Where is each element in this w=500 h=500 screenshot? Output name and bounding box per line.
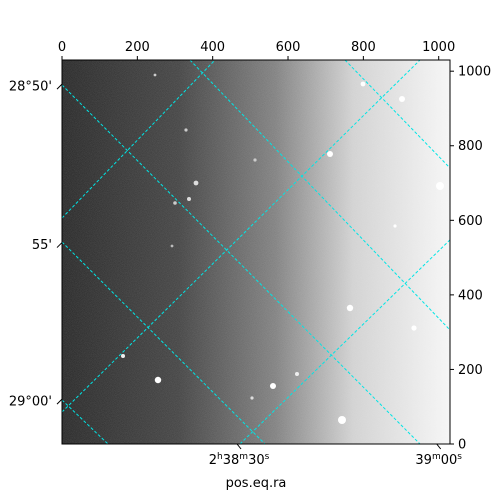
star <box>154 376 162 384</box>
top-pixel-axis: 0 200 400 600 800 1000 <box>58 40 455 60</box>
ra-axis: 2h38m30s 39m00s <box>209 443 462 468</box>
star <box>121 354 125 358</box>
top-tick-label: 0 <box>58 40 66 55</box>
right-tick-label: 600 <box>458 214 483 229</box>
grid-line <box>62 399 109 444</box>
top-tick-label: 1000 <box>422 40 455 55</box>
grid-line <box>62 84 421 444</box>
stars <box>121 73 444 424</box>
star <box>253 158 257 162</box>
dec-tick-label: 28°50' <box>9 80 52 95</box>
star <box>187 197 191 201</box>
top-tick-label: 400 <box>200 40 225 55</box>
ra-tick-mark <box>236 443 242 450</box>
dec-tick-mark <box>56 242 63 248</box>
ra-tick-mark <box>436 443 442 450</box>
star <box>327 151 333 157</box>
right-tick-label: 400 <box>458 288 483 303</box>
star <box>393 224 397 228</box>
grid-line <box>62 241 266 444</box>
coordinate-grid <box>62 60 450 444</box>
top-tick-label: 600 <box>276 40 301 55</box>
grid-line <box>189 60 450 331</box>
star <box>399 96 405 102</box>
x-axis-label: pos.eq.ra <box>226 476 287 491</box>
star <box>250 396 254 400</box>
star <box>184 128 188 132</box>
dec-tick-label: 55' <box>32 238 52 253</box>
grid-line <box>62 60 421 413</box>
star <box>436 182 444 190</box>
top-tick-label: 200 <box>125 40 150 55</box>
star <box>173 201 177 205</box>
star <box>153 73 157 77</box>
dec-tick-mark <box>56 83 63 90</box>
star <box>346 304 354 312</box>
star <box>411 325 417 331</box>
dec-tick-mark <box>56 398 63 405</box>
star <box>338 416 346 424</box>
ra-tick-label: 2h38m30s <box>209 452 270 468</box>
star <box>270 383 276 389</box>
grid-line <box>62 60 216 219</box>
dec-tick-label: 29°00' <box>9 395 52 410</box>
ra-tick-label: 39m00s <box>415 452 462 468</box>
right-tick-label: 200 <box>458 363 483 378</box>
plot-frame <box>61 59 451 445</box>
right-tick-label: 0 <box>458 438 466 453</box>
star <box>170 244 174 248</box>
top-tick-label: 800 <box>351 40 376 55</box>
grid-line <box>344 60 450 169</box>
star <box>193 180 199 186</box>
dec-axis: 28°50' 55' 29°00' <box>9 80 63 410</box>
star <box>360 81 366 87</box>
right-tick-label: 800 <box>458 139 483 154</box>
image-area <box>61 59 451 445</box>
sky-noise <box>62 60 450 444</box>
star <box>295 372 299 376</box>
right-pixel-axis: 0 200 400 600 800 1000 <box>450 65 491 453</box>
right-tick-label: 1000 <box>458 65 491 80</box>
